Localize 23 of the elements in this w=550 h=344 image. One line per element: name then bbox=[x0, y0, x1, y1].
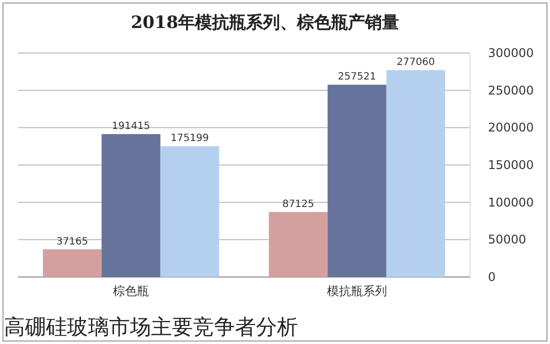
chart-title: 2018年模抗瓶系列、棕色瓶产销量 bbox=[130, 13, 400, 33]
bar bbox=[386, 70, 446, 277]
y-tick-label: 0 bbox=[488, 270, 496, 284]
text: 高硼硅玻璃市场主要竞争者分析 bbox=[4, 315, 298, 339]
bar bbox=[328, 84, 386, 277]
x-tick-label: 棕色瓶 bbox=[113, 284, 149, 298]
data-label: 257521 bbox=[338, 72, 376, 83]
data-label: 87125 bbox=[282, 198, 314, 210]
y-tick-label: 50000 bbox=[488, 232, 526, 247]
data-label: 37165 bbox=[56, 236, 88, 248]
bar bbox=[160, 146, 220, 277]
data-label: 175199 bbox=[170, 133, 209, 144]
bar bbox=[42, 249, 102, 277]
bar bbox=[268, 212, 328, 277]
data-label: 277060 bbox=[396, 57, 435, 68]
y-tick-label: 200000 bbox=[488, 120, 534, 135]
y-tick-label: 150000 bbox=[488, 158, 534, 172]
y-tick-label: 300000 bbox=[488, 46, 534, 60]
y-tick-label: 100000 bbox=[488, 195, 534, 210]
bar bbox=[102, 134, 160, 277]
data-label: 191415 bbox=[112, 121, 150, 132]
x-tick-label: 模抗瓶系列 bbox=[327, 284, 387, 298]
y-tick-label: 250000 bbox=[488, 83, 534, 98]
